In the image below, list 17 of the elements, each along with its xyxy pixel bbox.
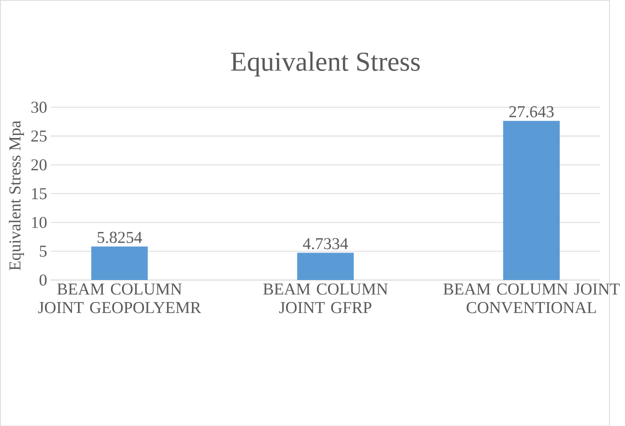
x-tick-label: BEAM COLUMN JOINT GFRP (263, 283, 388, 314)
bar (91, 246, 148, 280)
bar (503, 120, 560, 280)
y-tick-label: 5 (40, 246, 47, 257)
data-label: 5.8254 (98, 232, 142, 243)
y-tick-label: 20 (31, 159, 47, 170)
x-tick-label: BEAM COLUMN JOINT CONVENTIONAL (443, 283, 620, 314)
y-tick-label: 30 (31, 101, 47, 113)
chart-title: Equivalent Stress (230, 52, 420, 76)
data-label: 27.643 (509, 106, 554, 118)
y-tick-label: 10 (32, 216, 47, 228)
y-axis-title: Equivalent Stress Mpa (8, 120, 24, 270)
bar (297, 252, 354, 280)
y-tick-label: 0 (40, 274, 47, 286)
y-tick-label: 15 (32, 188, 47, 200)
data-label: 4.7334 (302, 238, 348, 250)
y-tick-label: 25 (31, 130, 47, 142)
